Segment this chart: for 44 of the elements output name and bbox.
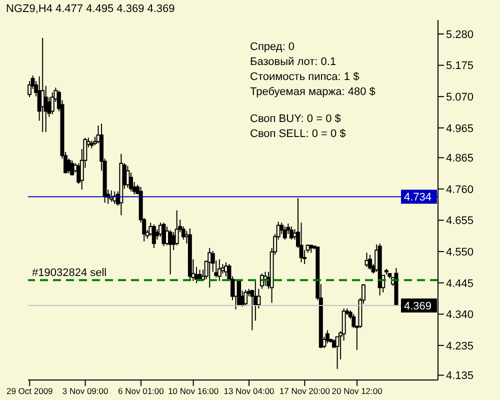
candlestick [208,247,212,288]
candlestick [70,160,74,176]
annotation: Своп BUY: 0 = 0 $ [250,112,342,127]
x-tick-label: 13 Nov 04:00 [224,386,275,396]
candlestick [325,330,330,344]
x-tick-label: 6 Nov 01:00 [118,386,164,396]
y-tick-label: 4.445 [446,278,474,290]
annotation: Своп SELL: 0 = 0 $ [250,127,347,142]
x-tick-label: 29 Oct 2009 [6,386,54,396]
candlestick [289,226,294,240]
y-tick-label: 4.655 [446,215,474,228]
ref-line-label: 4.734 [404,192,432,204]
y-tick-label: 4.965 [446,122,474,135]
candlestick [368,254,372,270]
candlestick [126,166,130,188]
candlestick [152,224,156,248]
y-tick-label: 4.235 [446,340,474,352]
annotation: Стоимость пипса: 1 $ [250,70,360,85]
y-tick-label: 4.865 [446,152,474,165]
candlestick [244,289,248,306]
annotation: Требуемая маржа: 480 $ [250,85,376,100]
y-tick-label: 4.340 [446,309,474,322]
candlestick [217,258,222,282]
x-tick-label: 17 Nov 20:00 [279,386,330,396]
x-tick-label: 20 Nov 12:00 [332,386,383,396]
y-tick-label: 4.760 [446,184,474,196]
x-tick-label: 3 Nov 09:00 [62,386,108,396]
annotation: Спред: 0 [250,40,296,55]
candlestick [162,222,166,247]
candlestick [50,92,54,115]
y-tick-label: 4.550 [446,246,474,258]
candlestick [40,37,45,133]
y-tick-label: 4.135 [446,370,474,382]
candlestick [256,288,261,309]
y-tick-label: 5.070 [446,91,474,104]
candlestick [282,226,287,240]
ref-line-label: #19032824 sell [32,267,107,280]
annotation: Базовый лот: 0.1 [250,55,338,70]
y-tick-label: 5.175 [446,60,474,72]
x-tick-label: 10 Nov 16:00 [168,386,219,396]
ref-line-label: 4.369 [404,300,432,312]
y-tick-label: 5.280 [446,28,474,41]
chart-title: NGZ9,H4 4.477 4.495 4.369 4.369 [6,3,175,15]
candlestick [174,210,179,246]
